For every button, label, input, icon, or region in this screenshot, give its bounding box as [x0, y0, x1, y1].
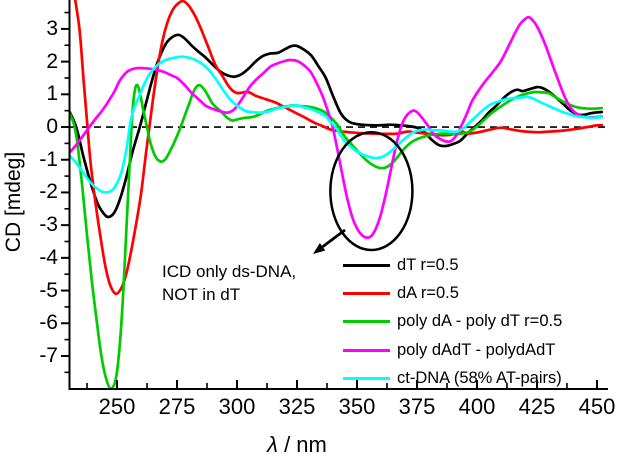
x-tick-label-250: 250	[98, 394, 136, 419]
x-axis-title: λ / nm	[237, 432, 357, 458]
ellipse-highlight	[329, 131, 414, 252]
legend-line-swatch	[343, 320, 390, 324]
legend-label: dT r=0.5	[397, 255, 459, 274]
curve-dt-r-0-5	[70, 33, 604, 219]
y-tick-label--3: -3	[39, 213, 58, 237]
legend-row-ct-dna-58-at-pairs-: ct-DNA (58% AT-pairs)	[343, 365, 562, 393]
x-tick-label-300: 300	[218, 394, 256, 419]
y-axis-line	[68, 0, 71, 390]
x-axis-unit: / nm	[277, 432, 327, 457]
legend-line-swatch	[343, 263, 390, 267]
x-tick-label-350: 350	[338, 394, 376, 419]
annotation-note: ICD only ds-DNA, NOT in dT	[162, 260, 296, 306]
y-tick-label--6: -6	[39, 311, 58, 335]
y-tick-label--7: -7	[39, 343, 58, 367]
y-tick-label--1: -1	[39, 147, 58, 171]
legend-row-dt-r-0-5: dT r=0.5	[343, 251, 459, 279]
lambda-symbol: λ	[267, 432, 278, 457]
legend-row-da-r-0-5: dA r=0.5	[343, 279, 459, 307]
legend-row-poly-dadt-polydadt: poly dAdT - polydAdT	[343, 336, 555, 364]
legend-line-swatch	[343, 377, 390, 381]
arrow-head	[313, 243, 326, 254]
legend-label: poly dA - poly dT r=0.5	[397, 312, 563, 331]
annotation-line-2: NOT in dT	[162, 285, 241, 304]
x-tick-label-425: 425	[518, 394, 556, 419]
legend-label: poly dAdT - polydAdT	[397, 340, 556, 359]
y-tick-label-0: 0	[46, 115, 58, 139]
legend-line-swatch	[343, 348, 390, 352]
y-tick-label--5: -5	[39, 278, 58, 302]
annotation-line-1: ICD only ds-DNA,	[162, 262, 297, 281]
legend-row-poly-da-poly-dt-r-0-5: poly dA - poly dT r=0.5	[343, 308, 562, 336]
x-tick-label-400: 400	[458, 394, 496, 419]
y-tick-label-3: 3	[46, 16, 58, 40]
y-tick-label--4: -4	[39, 245, 58, 269]
curve-poly-dadt-polydadt	[70, 15, 604, 239]
x-tick-label-325: 325	[278, 394, 316, 419]
y-tick-label-2: 2	[46, 49, 58, 73]
x-tick-label-275: 275	[158, 394, 196, 419]
arrow-line	[321, 228, 346, 248]
x-tick-label-450: 450	[578, 394, 616, 419]
y-tick-label-1: 1	[46, 82, 58, 106]
curve-da-r-0-5	[73, 0, 604, 296]
x-tick-label-375: 375	[398, 394, 436, 419]
legend-line-swatch	[343, 291, 390, 295]
x-axis-line	[68, 388, 608, 390]
y-tick-label--2: -2	[39, 180, 58, 204]
curve-ct-dna-58-at-pairs-	[70, 55, 604, 194]
legend-label: dA r=0.5	[397, 283, 459, 302]
legend-label: ct-DNA (58% AT-pairs)	[397, 369, 562, 388]
